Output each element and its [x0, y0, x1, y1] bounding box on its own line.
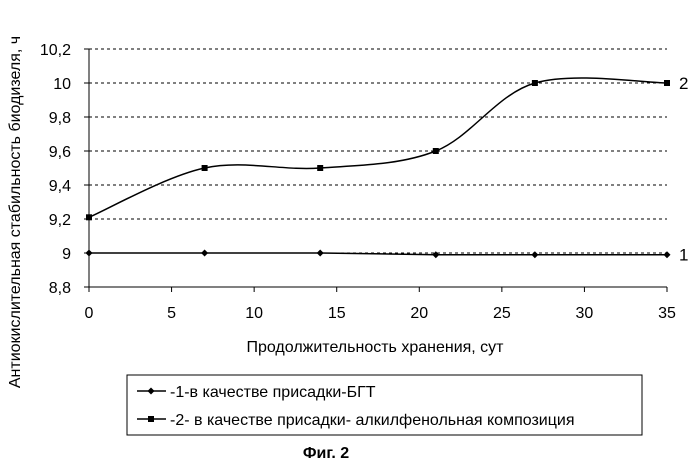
- series-1-point: [317, 250, 324, 257]
- series-1: [86, 250, 671, 259]
- series-1-line: [89, 253, 667, 255]
- x-tick-label: 20: [410, 305, 428, 322]
- series-1-point: [201, 250, 208, 257]
- series-layer: [86, 78, 671, 258]
- series-2-point: [86, 214, 92, 220]
- y-tick-labels: 8,8 9 9,2 9,4 9,6 9,8 10 10,2: [40, 42, 71, 297]
- legend-marker-square: [148, 416, 154, 422]
- y-tick-label: 9: [62, 246, 71, 263]
- x-tick-labels: 0 5 10 15 20 25 30 35: [85, 305, 676, 322]
- series-2-point: [433, 148, 439, 154]
- grid: [89, 49, 667, 253]
- x-tick-label: 10: [245, 305, 263, 322]
- y-tick-label: 8,8: [49, 280, 71, 297]
- y-tick-label: 10,2: [40, 42, 71, 59]
- y-tick-label: 9,2: [49, 212, 71, 229]
- y-tick-label: 10: [53, 76, 71, 93]
- x-tick-label: 25: [493, 305, 511, 322]
- legend-item-2: -2- в качестве присадки- алкилфенольная …: [137, 412, 574, 429]
- series-2-point: [664, 80, 670, 86]
- series-2-point: [317, 165, 323, 171]
- series-1-point: [86, 250, 93, 257]
- x-axis-label: Продолжительность хранения, сут: [246, 339, 504, 356]
- y-tick-label: 9,6: [49, 144, 71, 161]
- x-tick-label: 15: [328, 305, 346, 322]
- legend-label: -2- в качестве присадки- алкилфенольная …: [170, 412, 574, 429]
- legend-item-1: -1-в качестве присадки-БГТ: [137, 384, 376, 401]
- series-2-point: [202, 165, 208, 171]
- series-2-point: [532, 80, 538, 86]
- series-end-labels: 12: [679, 74, 688, 265]
- figure-caption: Фиг. 2: [303, 445, 349, 460]
- series-1-point: [531, 251, 538, 258]
- series-1-point: [664, 251, 671, 258]
- legend-label: -1-в качестве присадки-БГТ: [170, 384, 376, 401]
- x-tick-label: 30: [576, 305, 594, 322]
- y-tick-label: 9,8: [49, 110, 71, 127]
- series-2: [86, 78, 670, 220]
- legend: -1-в качестве присадки-БГТ -2- в качестве…: [127, 375, 642, 435]
- x-tick-label: 5: [167, 305, 176, 322]
- series-1-point: [432, 251, 439, 258]
- x-tick-label: 35: [658, 305, 676, 322]
- series-2-end-label: 2: [679, 74, 688, 93]
- y-tick-label: 9,4: [49, 178, 71, 195]
- x-tick-label: 0: [85, 305, 94, 322]
- axes: [84, 49, 667, 292]
- y-axis-label: Антиокислительная стабильность биодизеля…: [7, 36, 24, 388]
- series-2-line: [89, 78, 667, 217]
- series-1-end-label: 1: [679, 246, 688, 265]
